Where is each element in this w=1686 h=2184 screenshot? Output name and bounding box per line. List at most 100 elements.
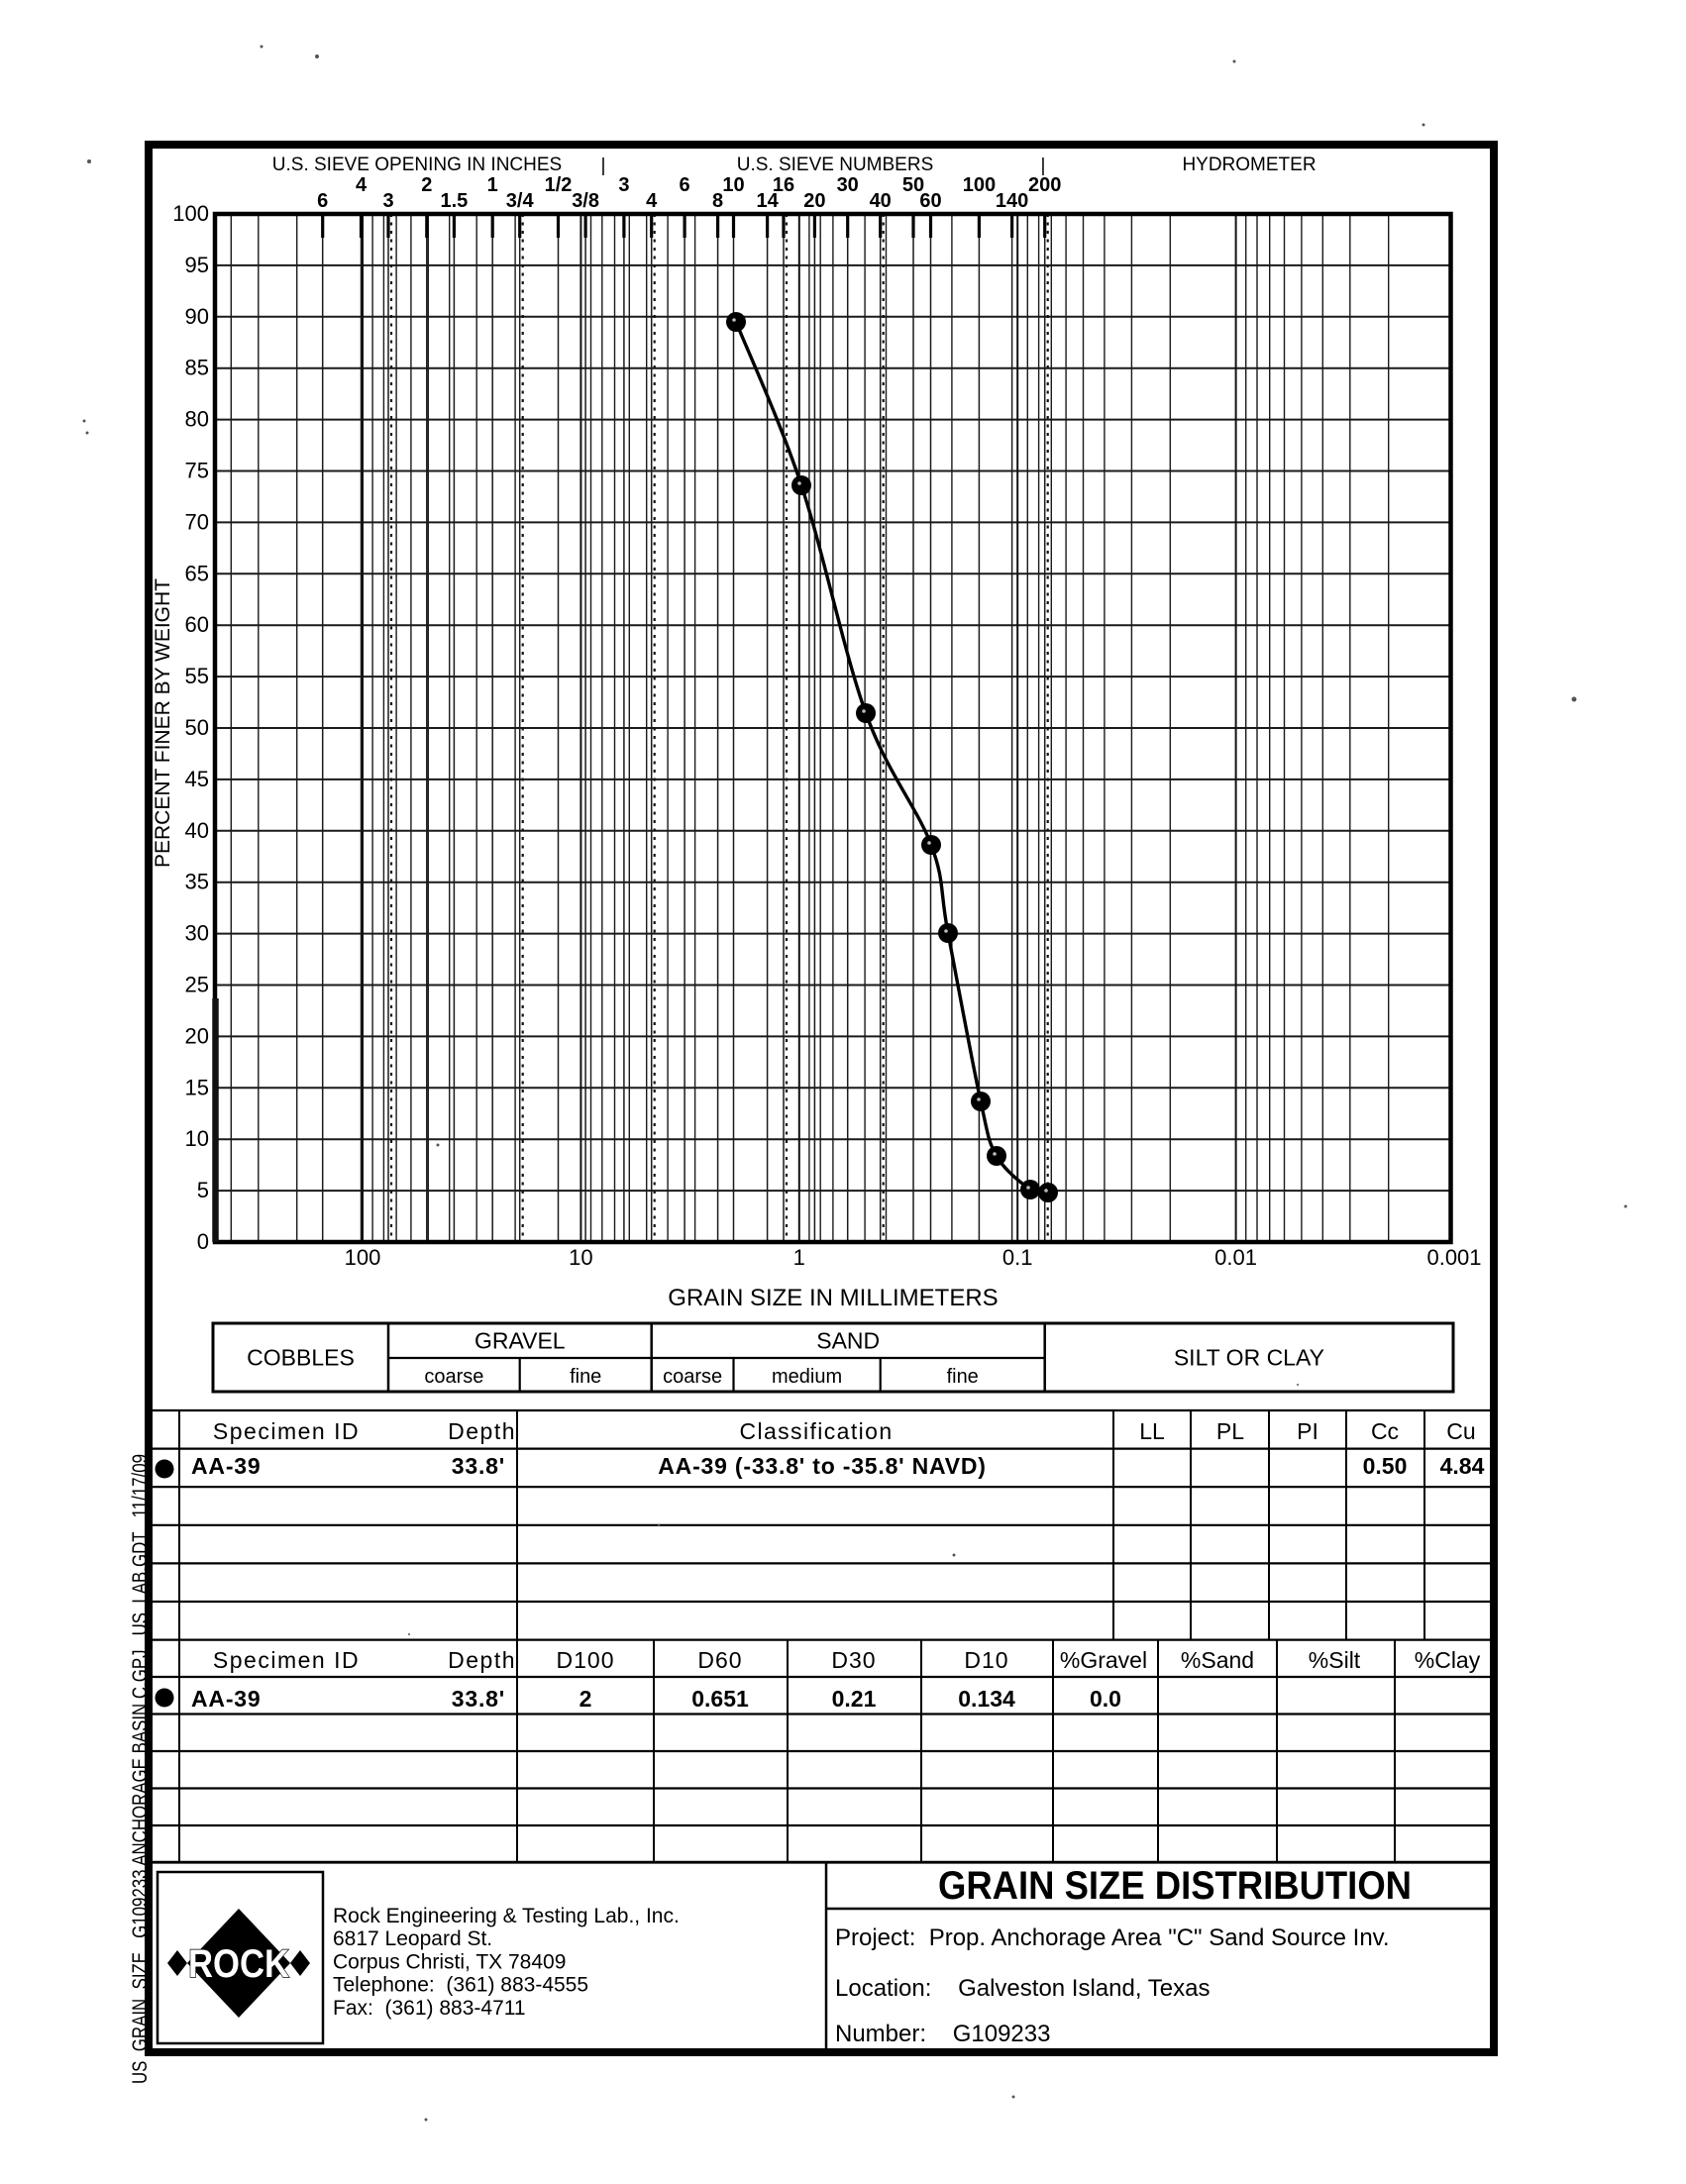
svg-text:60: 60 <box>919 190 941 212</box>
svg-text:fine: fine <box>570 1366 601 1388</box>
svg-text:Specimen ID: Specimen ID <box>213 1418 360 1444</box>
svg-text:1: 1 <box>793 1245 805 1270</box>
svg-text:5: 5 <box>197 1178 209 1202</box>
svg-text:30: 30 <box>185 921 209 946</box>
svg-text:ROCK: ROCK <box>188 1942 289 1986</box>
svg-text:0.1: 0.1 <box>1002 1245 1033 1270</box>
svg-text:3/4: 3/4 <box>506 190 535 212</box>
svg-text:%Gravel: %Gravel <box>1060 1647 1147 1673</box>
svg-text:0.01: 0.01 <box>1214 1245 1257 1270</box>
svg-text:%Clay: %Clay <box>1415 1647 1481 1673</box>
svg-text:0.0: 0.0 <box>1090 1686 1121 1712</box>
svg-text:90: 90 <box>185 304 209 329</box>
svg-text:95: 95 <box>185 253 209 277</box>
svg-text:100: 100 <box>345 1245 381 1270</box>
svg-text:2: 2 <box>421 174 432 196</box>
svg-text:Location: Galveston Island,: Location: Galveston Island, Texas <box>835 1975 1210 2002</box>
svg-text:85: 85 <box>185 356 209 380</box>
svg-text:10: 10 <box>185 1126 209 1151</box>
svg-text:Fax: (361) 883-4711: Fax: (361) 883-4711 <box>333 1997 526 2020</box>
svg-text:PERCENT FINER BY WEIGHT: PERCENT FINER BY WEIGHT <box>152 578 174 868</box>
svg-text:4: 4 <box>646 190 658 212</box>
svg-text:4.84: 4.84 <box>1440 1453 1485 1479</box>
svg-text:70: 70 <box>185 509 209 534</box>
svg-text:20: 20 <box>803 190 825 212</box>
svg-text:coarse: coarse <box>424 1366 483 1388</box>
svg-text:%Sand: %Sand <box>1181 1647 1254 1673</box>
svg-text:1.5: 1.5 <box>440 190 468 212</box>
svg-text:U.S. SIEVE NUMBERS: U.S. SIEVE NUMBERS <box>737 155 934 175</box>
svg-text:Depth: Depth <box>448 1647 516 1673</box>
svg-text:Rock Engineering & Testing Lab: Rock Engineering & Testing Lab., Inc. <box>333 1905 680 1927</box>
svg-text:6817 Leopard St.: 6817 Leopard St. <box>333 1927 492 1950</box>
svg-text:Project: Prop. Anchorage Area: Project: Prop. Anchorage Area "C" Sand S… <box>835 1924 1390 1951</box>
svg-text:140: 140 <box>996 190 1028 212</box>
svg-text:33.8': 33.8' <box>452 1686 505 1712</box>
svg-text:25: 25 <box>185 973 209 997</box>
svg-text:8: 8 <box>712 190 723 212</box>
svg-text:3/8: 3/8 <box>572 190 599 212</box>
svg-text:50: 50 <box>902 174 924 196</box>
svg-text:65: 65 <box>185 561 209 585</box>
svg-text:40: 40 <box>870 190 892 212</box>
svg-text:D10: D10 <box>964 1647 1008 1673</box>
svg-text:|: | <box>601 156 606 176</box>
svg-text:GRAVEL: GRAVEL <box>474 1328 566 1354</box>
svg-text:US GRAIN SIZE G109233 ANCH: US GRAIN SIZE G109233 ANCHORAGE BASIN C.… <box>129 1454 152 2084</box>
svg-text:10: 10 <box>569 1245 592 1270</box>
svg-text:75: 75 <box>185 459 209 483</box>
svg-text:COBBLES: COBBLES <box>247 1345 355 1371</box>
svg-text:%Silt: %Silt <box>1309 1647 1361 1673</box>
svg-text:U.S. SIEVE OPENING IN INCHES: U.S. SIEVE OPENING IN INCHES <box>272 155 562 175</box>
svg-text:Corpus Christi, TX 78409: Corpus Christi, TX 78409 <box>333 1950 566 1973</box>
svg-text:AA-39: AA-39 <box>191 1453 261 1479</box>
svg-text:fine: fine <box>947 1366 979 1388</box>
svg-text:4: 4 <box>356 174 368 196</box>
svg-text:20: 20 <box>185 1023 209 1048</box>
svg-text:50: 50 <box>185 715 209 740</box>
svg-text:3: 3 <box>382 190 393 212</box>
svg-text:6: 6 <box>680 174 690 196</box>
svg-text:0.651: 0.651 <box>691 1686 749 1712</box>
svg-text:GRAIN SIZE IN MILLIMETERS: GRAIN SIZE IN MILLIMETERS <box>668 1285 998 1311</box>
svg-text:80: 80 <box>185 407 209 432</box>
svg-text:30: 30 <box>837 174 859 196</box>
svg-text:PI: PI <box>1297 1418 1318 1444</box>
svg-text:0.50: 0.50 <box>1363 1453 1408 1479</box>
svg-text:1: 1 <box>487 174 498 196</box>
svg-text:HYDROMETER: HYDROMETER <box>1182 155 1316 175</box>
svg-text:Depth: Depth <box>448 1418 516 1444</box>
svg-text:D30: D30 <box>831 1647 876 1673</box>
svg-text:Classification: Classification <box>739 1418 893 1444</box>
svg-text:35: 35 <box>185 870 209 894</box>
svg-text:100: 100 <box>963 174 996 196</box>
svg-text:D60: D60 <box>697 1647 742 1673</box>
svg-text:10: 10 <box>722 174 744 196</box>
svg-text:Cu: Cu <box>1446 1418 1475 1444</box>
svg-text:3: 3 <box>618 174 629 196</box>
svg-text:Telephone: (361) 883-4555: Telephone: (361) 883-4555 <box>333 1974 588 1997</box>
svg-text:Specimen ID: Specimen ID <box>213 1647 360 1673</box>
svg-text:SILT OR CLAY: SILT OR CLAY <box>1174 1345 1324 1371</box>
svg-text:0.001: 0.001 <box>1426 1245 1481 1270</box>
svg-text:2: 2 <box>580 1686 592 1712</box>
svg-text:15: 15 <box>185 1075 209 1099</box>
svg-text:14: 14 <box>756 190 779 212</box>
svg-text:0: 0 <box>197 1229 209 1254</box>
svg-text:0.21: 0.21 <box>832 1686 877 1712</box>
svg-text:100: 100 <box>172 201 209 226</box>
svg-text:60: 60 <box>185 612 209 637</box>
svg-text:coarse: coarse <box>663 1366 722 1388</box>
svg-text:medium: medium <box>772 1366 842 1388</box>
svg-text:AA-39: AA-39 <box>191 1686 261 1712</box>
svg-text:Number: G109233: Number: G109233 <box>835 2021 1050 2047</box>
svg-text:1/2: 1/2 <box>545 174 573 196</box>
svg-text:200: 200 <box>1028 174 1061 196</box>
svg-text:PL: PL <box>1216 1418 1244 1444</box>
svg-text:AA-39 (-33.8' to -35.8' NAVD): AA-39 (-33.8' to -35.8' NAVD) <box>658 1453 987 1479</box>
svg-text:0.134: 0.134 <box>958 1686 1015 1712</box>
svg-text:55: 55 <box>185 664 209 688</box>
svg-text:40: 40 <box>185 818 209 843</box>
svg-text:Cc: Cc <box>1371 1418 1399 1444</box>
svg-text:GRAIN SIZE DISTRIBUTION: GRAIN SIZE DISTRIBUTION <box>938 1864 1412 1908</box>
